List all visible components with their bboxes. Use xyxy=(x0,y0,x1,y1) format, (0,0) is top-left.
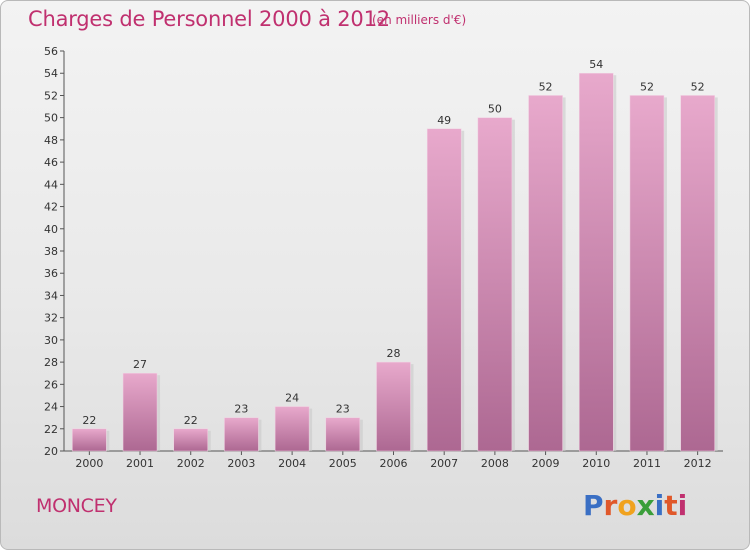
bar-2007 xyxy=(426,128,462,452)
chart-bars xyxy=(72,72,718,452)
y-tick-label: 48 xyxy=(44,134,58,147)
bar-2001 xyxy=(122,372,158,452)
bar-2004 xyxy=(274,406,310,452)
x-tick-label-2005: 2005 xyxy=(329,457,357,470)
town-name: MONCEY xyxy=(36,495,117,517)
bar-2006 xyxy=(376,361,411,452)
data-label-2009: 52 xyxy=(539,80,553,93)
chart-data-labels: 22 27 22 23 24 23 28 49 50 52 54 52 52 xyxy=(82,58,704,427)
logo-letter: r xyxy=(603,489,618,522)
x-tick-label-2002: 2002 xyxy=(177,457,205,470)
y-tick-label: 44 xyxy=(44,178,58,191)
data-label-2001: 27 xyxy=(133,358,147,371)
proxiti-logo[interactable]: Proxiti xyxy=(583,489,687,522)
logo-letter: o xyxy=(617,489,637,522)
data-label-2006: 28 xyxy=(387,347,401,360)
y-tick-label: 24 xyxy=(44,401,58,414)
logo-letter: i xyxy=(677,489,688,522)
y-tick-label: 52 xyxy=(44,89,58,102)
bar-2012 xyxy=(680,95,715,452)
x-tick-label-2004: 2004 xyxy=(278,457,306,470)
bar-2000 xyxy=(72,428,107,452)
chart-subtitle: (en milliers d'€) xyxy=(372,13,467,27)
y-tick-label: 40 xyxy=(44,223,58,236)
y-tick-label: 38 xyxy=(44,245,58,258)
y-tick-label: 30 xyxy=(44,334,58,347)
y-tick-label: 26 xyxy=(44,378,58,391)
data-label-2012: 52 xyxy=(691,80,705,93)
data-label-2007: 49 xyxy=(437,114,451,127)
logo-letter: t xyxy=(664,489,678,522)
chart-axes: 20 22 24 26 28 30 32 34 36 38 40 42 44 46 48 50 52 54 56 20… xyxy=(44,45,723,470)
x-tick-label-2008: 2008 xyxy=(481,457,509,470)
data-label-2005: 23 xyxy=(336,403,350,416)
data-label-2003: 23 xyxy=(234,403,248,416)
y-tick-label: 32 xyxy=(44,312,58,325)
bar-2008 xyxy=(477,117,513,452)
x-tick-label-2011: 2011 xyxy=(633,457,661,470)
y-tick-label: 46 xyxy=(44,156,58,169)
data-label-2000: 22 xyxy=(82,414,96,427)
logo-letter: P xyxy=(583,489,604,522)
bar-2003 xyxy=(224,417,259,452)
x-tick-label-2006: 2006 xyxy=(380,457,408,470)
logo-letter: x xyxy=(636,489,655,522)
bar-2009 xyxy=(528,95,563,452)
y-tick-label: 28 xyxy=(44,356,58,369)
x-tick-label-2007: 2007 xyxy=(430,457,458,470)
x-tick-label-2009: 2009 xyxy=(532,457,560,470)
y-tick-label: 34 xyxy=(44,289,58,302)
bar-2011 xyxy=(629,95,665,452)
data-label-2011: 52 xyxy=(640,80,654,93)
y-tick-label: 42 xyxy=(44,201,58,214)
chart-title: Charges de Personnel 2000 à 2012 xyxy=(28,7,390,31)
bar-2002 xyxy=(173,428,208,452)
x-tick-label-2001: 2001 xyxy=(126,457,154,470)
y-tick-label: 50 xyxy=(44,112,58,125)
data-label-2004: 24 xyxy=(285,392,299,405)
x-tick-label-2010: 2010 xyxy=(582,457,610,470)
x-tick-label-2000: 2000 xyxy=(75,457,103,470)
y-tick-label: 20 xyxy=(44,445,58,458)
data-label-2002: 22 xyxy=(184,414,198,427)
bar-2010 xyxy=(579,72,614,452)
y-tick-label: 56 xyxy=(44,45,58,58)
bar-2005 xyxy=(325,417,361,452)
y-tick-label: 54 xyxy=(44,67,58,80)
y-tick-label: 36 xyxy=(44,267,58,280)
data-label-2010: 54 xyxy=(589,58,603,71)
x-tick-label-2003: 2003 xyxy=(227,457,255,470)
y-tick-label: 22 xyxy=(44,423,58,436)
logo-letter: i xyxy=(654,489,665,522)
x-tick-label-2012: 2012 xyxy=(684,457,712,470)
data-label-2008: 50 xyxy=(488,103,502,116)
